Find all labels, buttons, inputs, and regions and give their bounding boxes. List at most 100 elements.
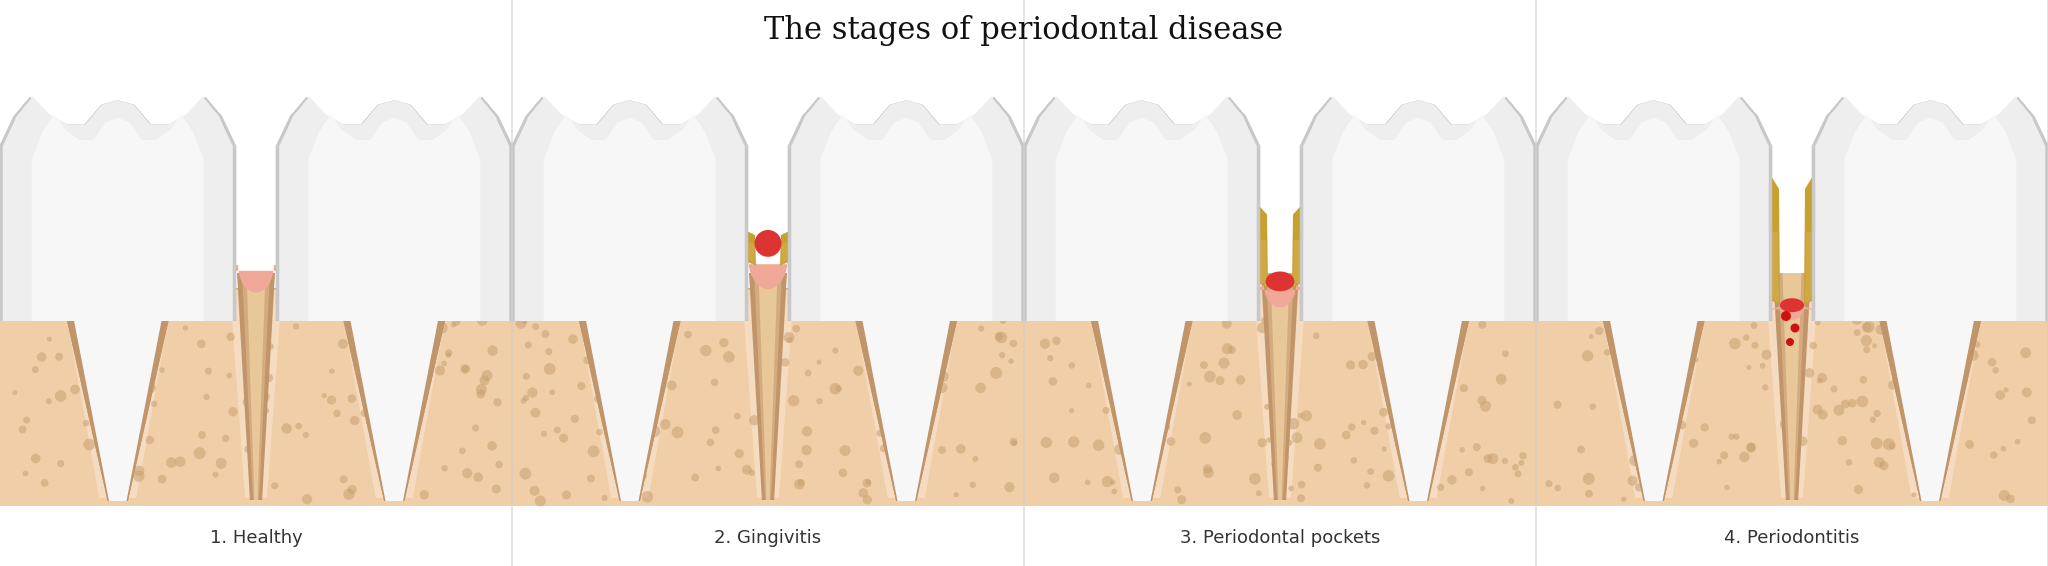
Circle shape [166, 457, 176, 468]
Circle shape [1040, 437, 1053, 448]
Polygon shape [1812, 97, 2048, 321]
Circle shape [1700, 423, 1708, 432]
Circle shape [487, 345, 498, 356]
Circle shape [1143, 469, 1151, 477]
Circle shape [1282, 453, 1288, 461]
Circle shape [1053, 336, 1061, 345]
Polygon shape [307, 115, 481, 321]
Polygon shape [731, 257, 805, 289]
Circle shape [1235, 375, 1245, 385]
Circle shape [938, 446, 946, 454]
Circle shape [715, 466, 721, 471]
Circle shape [700, 345, 711, 356]
Circle shape [1817, 378, 1823, 383]
Circle shape [1233, 410, 1241, 420]
Circle shape [903, 478, 909, 483]
Circle shape [80, 344, 86, 350]
Circle shape [975, 383, 985, 393]
Polygon shape [1026, 97, 1257, 321]
Polygon shape [1253, 290, 1307, 498]
Circle shape [1202, 464, 1212, 474]
Polygon shape [1812, 97, 2048, 321]
Circle shape [1581, 350, 1593, 362]
Circle shape [1341, 431, 1352, 440]
Polygon shape [307, 115, 481, 321]
Circle shape [242, 323, 250, 331]
Circle shape [1788, 345, 1800, 356]
Circle shape [463, 468, 473, 478]
Polygon shape [788, 97, 1024, 321]
Circle shape [1937, 453, 1948, 464]
Polygon shape [1880, 321, 1980, 501]
Circle shape [451, 323, 457, 328]
Circle shape [1102, 407, 1110, 414]
Polygon shape [1251, 285, 1309, 307]
Polygon shape [1567, 115, 1741, 321]
Circle shape [1010, 438, 1018, 446]
Circle shape [1554, 485, 1561, 491]
Circle shape [1315, 464, 1321, 472]
Circle shape [905, 320, 913, 327]
Polygon shape [791, 97, 1022, 321]
Circle shape [1516, 470, 1522, 477]
Circle shape [1952, 340, 1962, 349]
Circle shape [31, 454, 41, 463]
Circle shape [1067, 436, 1079, 448]
Circle shape [215, 458, 227, 469]
Circle shape [82, 420, 90, 427]
Circle shape [1661, 376, 1671, 388]
Circle shape [1368, 352, 1376, 361]
Circle shape [1729, 338, 1741, 349]
Polygon shape [1024, 288, 1536, 308]
Circle shape [901, 427, 909, 434]
Circle shape [1040, 338, 1051, 349]
Circle shape [817, 398, 823, 404]
Circle shape [258, 341, 268, 351]
Circle shape [1159, 421, 1169, 432]
Circle shape [893, 435, 905, 447]
Circle shape [102, 344, 111, 353]
Circle shape [530, 408, 541, 418]
Polygon shape [1874, 290, 1987, 498]
Circle shape [817, 359, 821, 365]
Circle shape [920, 395, 928, 401]
Circle shape [1188, 381, 1192, 387]
Circle shape [55, 390, 66, 402]
Circle shape [348, 395, 356, 403]
Circle shape [12, 390, 16, 395]
Circle shape [520, 398, 526, 404]
Circle shape [344, 488, 354, 500]
Circle shape [399, 397, 408, 404]
Circle shape [631, 423, 639, 432]
Polygon shape [1092, 321, 1192, 501]
Circle shape [1204, 371, 1217, 383]
Circle shape [877, 430, 883, 436]
Circle shape [1872, 344, 1878, 349]
Circle shape [1178, 495, 1186, 504]
Polygon shape [819, 115, 993, 321]
Circle shape [1122, 317, 1130, 324]
Circle shape [322, 393, 328, 398]
Circle shape [41, 479, 49, 487]
Circle shape [1782, 311, 1792, 321]
Circle shape [936, 382, 948, 393]
Circle shape [387, 424, 393, 431]
Circle shape [1862, 335, 1872, 346]
Circle shape [1622, 320, 1630, 328]
Circle shape [1487, 453, 1499, 464]
Circle shape [446, 353, 451, 358]
Circle shape [1589, 334, 1593, 339]
Polygon shape [1266, 273, 1294, 500]
Circle shape [995, 332, 1008, 343]
Circle shape [143, 385, 154, 395]
Circle shape [1432, 420, 1440, 428]
Circle shape [854, 366, 864, 376]
Polygon shape [1782, 273, 1802, 500]
Polygon shape [1292, 200, 1309, 288]
Polygon shape [279, 97, 510, 321]
Circle shape [1223, 319, 1231, 329]
Circle shape [250, 388, 256, 395]
Circle shape [1798, 336, 1806, 344]
Circle shape [475, 384, 487, 395]
Circle shape [1464, 468, 1473, 476]
